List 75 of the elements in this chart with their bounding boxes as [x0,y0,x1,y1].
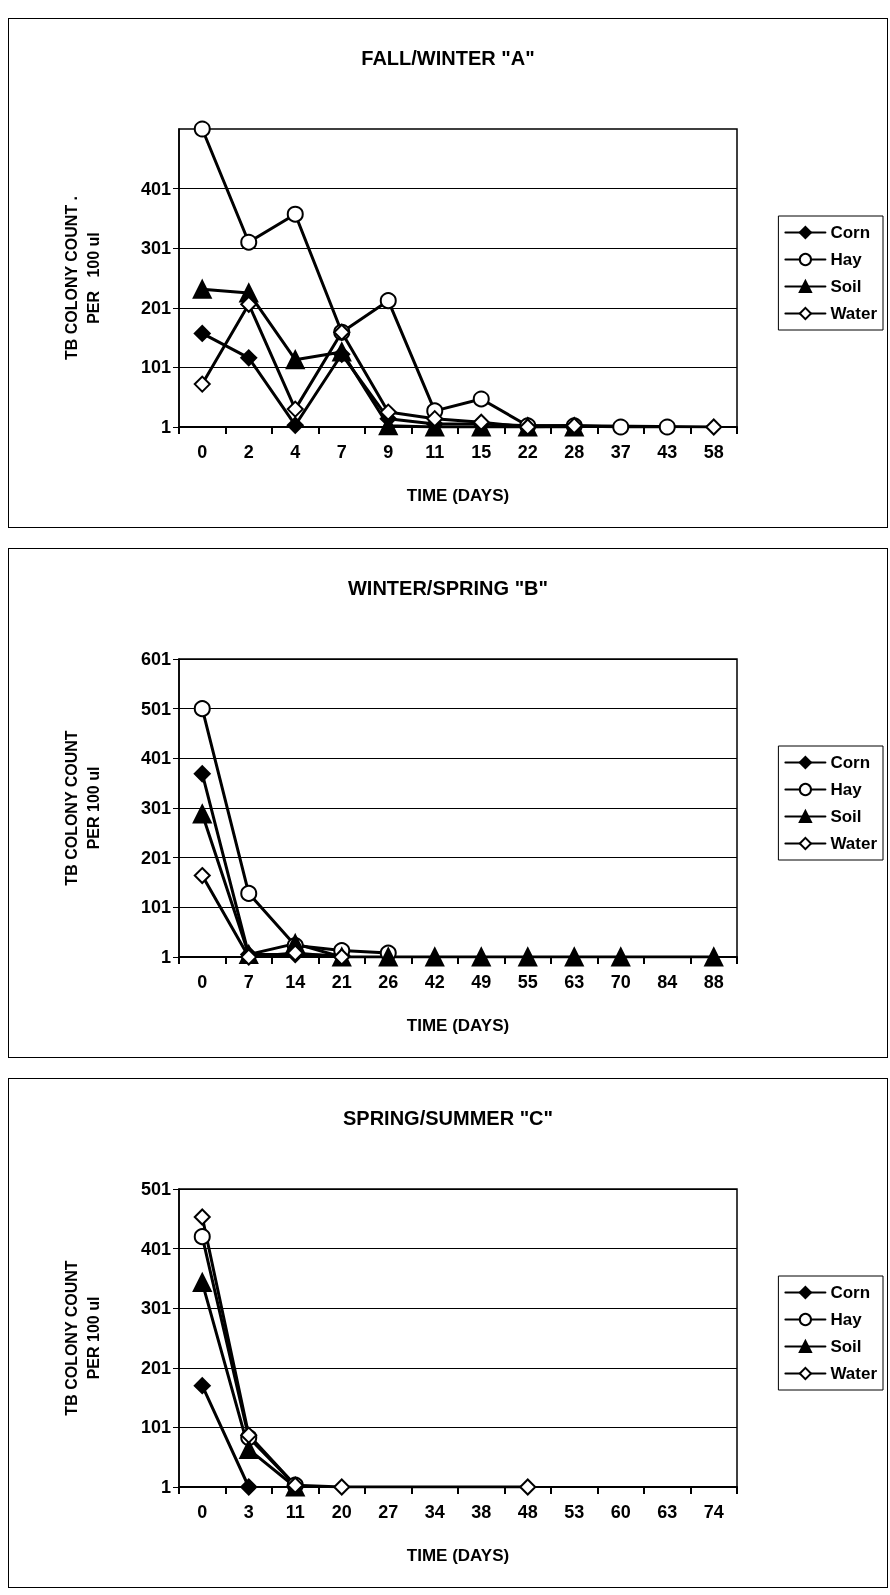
y-tick-label: 201 [140,1357,171,1378]
y-tick-label: 101 [140,357,171,378]
x-tick-label: 55 [517,972,538,992]
y-axis-title: TB COLONY COUNT . PER 100 ul [62,195,102,361]
x-tick-label: 34 [424,1502,445,1522]
y-tick-label: 401 [140,748,171,769]
x-tick-label: 27 [378,1502,399,1522]
legend-label: Soil [830,807,862,826]
x-tick-label: 58 [703,442,724,462]
y-tick-label: 301 [140,798,171,818]
y-tick-label: 201 [140,297,171,318]
x-tick-label: 49 [471,972,492,992]
y-tick-label: 601 [140,649,171,669]
x-tick-label: 37 [610,442,631,462]
x-tick-label: 4 [290,442,301,462]
y-tick-label: 501 [140,1179,171,1199]
legend-label: Water [830,1364,878,1383]
x-tick-label: 14 [285,972,306,992]
y-axis-title: TB COLONY COUNT PER 100 ul [62,730,102,886]
x-tick-label: 70 [610,972,631,992]
chart-title: SPRING/SUMMER "C" [342,1107,554,1129]
x-tick-label: 38 [471,1502,492,1522]
x-axis-title: TIME (DAYS) [406,1546,510,1565]
legend-label: Hay [830,780,863,799]
legend-label: Hay [830,1310,863,1329]
x-tick-label: 15 [471,442,492,462]
x-tick-label: 88 [703,972,724,992]
y-tick-label: 101 [140,897,171,918]
x-tick-label: 3 [243,1502,254,1522]
x-tick-label: 7 [336,442,347,462]
y-tick-label: 301 [140,238,171,259]
x-tick-label: 63 [657,1502,678,1522]
y-tick-label: 1 [160,417,171,437]
y-tick-label: 401 [140,1238,171,1259]
legend-label: Corn [830,1283,871,1302]
x-tick-label: 7 [243,972,254,992]
legend-label: Corn [830,223,871,242]
y-tick-label: 401 [140,178,171,199]
x-tick-label: 63 [564,972,585,992]
y-tick-label: 1 [160,1477,171,1497]
x-tick-label: 21 [331,972,352,992]
legend-label: Soil [830,277,862,296]
x-tick-label: 84 [657,972,678,992]
x-tick-label: 28 [564,442,585,462]
x-tick-label: 0 [197,1502,208,1522]
y-tick-label: 301 [140,1298,171,1319]
x-tick-label: 0 [197,972,208,992]
y-axis-title: TB COLONY COUNT PER 100 ul [62,1260,102,1416]
y-tick-label: 1 [160,947,171,967]
x-tick-label: 0 [197,442,208,462]
x-tick-label: 20 [331,1502,352,1522]
legend-label: Water [830,304,878,323]
chart-title: FALL/WINTER "A" [361,47,535,69]
x-tick-label: 53 [564,1502,585,1522]
x-tick-label: 42 [424,972,445,992]
x-tick-label: 9 [383,442,394,462]
legend-label: Water [830,834,878,853]
legend-label: Hay [830,250,863,269]
x-tick-label: 74 [703,1502,724,1522]
y-tick-label: 101 [140,1417,171,1438]
chart-title: WINTER/SPRING "B" [347,577,549,599]
x-axis-title: TIME (DAYS) [406,1016,510,1035]
legend-label: Corn [830,753,871,772]
x-tick-label: 60 [610,1502,631,1522]
x-tick-label: 2 [243,442,254,462]
y-tick-label: 201 [140,847,171,868]
x-tick-label: 11 [285,1502,305,1522]
y-tick-label: 501 [140,698,171,719]
x-tick-label: 11 [425,442,445,462]
x-axis-title: TIME (DAYS) [406,486,510,505]
x-tick-label: 48 [517,1502,538,1522]
x-tick-label: 43 [657,442,678,462]
x-tick-label: 26 [378,972,399,992]
x-tick-label: 22 [517,442,538,462]
legend-label: Soil [830,1337,862,1356]
